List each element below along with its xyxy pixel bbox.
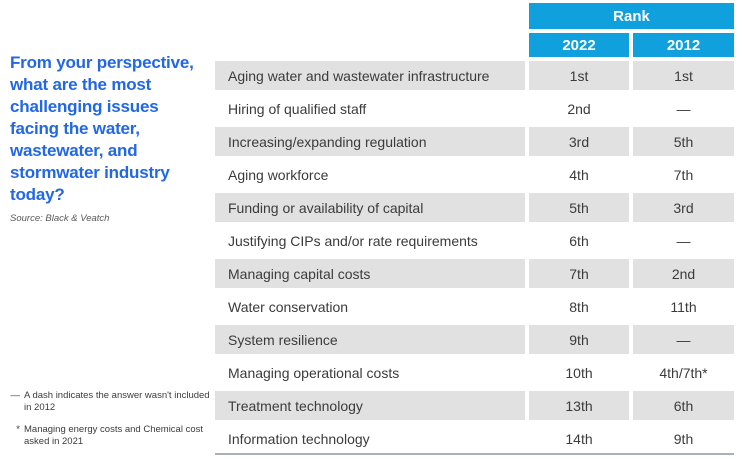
header-spacer	[215, 3, 525, 29]
rank-2012-cell: —	[633, 94, 734, 123]
issue-cell: Managing capital costs	[215, 259, 525, 288]
rank-2022-cell: 6th	[529, 226, 629, 255]
rank-2012-cell: 1st	[633, 61, 734, 90]
rank-2022-cell: 4th	[529, 160, 629, 189]
footnote-item: — A dash indicates the answer wasn't inc…	[8, 390, 214, 414]
rank-2012-cell: 5th	[633, 127, 734, 156]
page-title: From your perspective, what are the most…	[10, 53, 194, 204]
rank-2022-cell: 5th	[529, 193, 629, 222]
rank-2012-cell: 9th	[633, 424, 734, 453]
rank-group-header: Rank	[529, 3, 734, 29]
ranking-table: Rank 2022 2012 Aging water and wastewate…	[215, 3, 734, 453]
rank-2022-cell: 2nd	[529, 94, 629, 123]
issue-cell: Information technology	[215, 424, 525, 453]
table-bottom-border	[215, 453, 734, 455]
issue-cell: Managing operational costs	[215, 358, 525, 387]
header-spacer	[215, 33, 525, 57]
column-header-2012: 2012	[633, 33, 734, 57]
issue-cell: Treatment technology	[215, 391, 525, 420]
footnote-text: A dash indicates the answer wasn't inclu…	[24, 390, 210, 413]
rank-2022-cell: 1st	[529, 61, 629, 90]
issue-cell: Aging workforce	[215, 160, 525, 189]
rank-2022-cell: 14th	[529, 424, 629, 453]
rank-2012-cell: 2nd	[633, 259, 734, 288]
rank-2012-cell: 3rd	[633, 193, 734, 222]
footnote-item: * Managing energy costs and Chemical cos…	[8, 424, 214, 448]
rank-2012-cell: 7th	[633, 160, 734, 189]
issue-cell: Justifying CIPs and/or rate requirements	[215, 226, 525, 255]
rank-2012-cell: 6th	[633, 391, 734, 420]
issue-cell: Increasing/expanding regulation	[215, 127, 525, 156]
rank-2012-cell: —	[633, 325, 734, 354]
column-header-2022: 2022	[529, 33, 629, 57]
footnote-marker: *	[16, 424, 20, 435]
rank-2012-cell: —	[633, 226, 734, 255]
footnote-marker: —	[10, 390, 21, 401]
rank-2012-cell: 11th	[633, 292, 734, 321]
rank-2022-cell: 3rd	[529, 127, 629, 156]
ranking-table-wrap: Rank 2022 2012 Aging water and wastewate…	[215, 3, 734, 455]
rank-2022-cell: 13th	[529, 391, 629, 420]
footnote-text: Managing energy costs and Chemical cost …	[24, 424, 204, 447]
issue-cell: Aging water and wastewater infrastructur…	[215, 61, 525, 90]
rank-2022-cell: 8th	[529, 292, 629, 321]
rank-2022-cell: 7th	[529, 259, 629, 288]
issue-cell: System resilience	[215, 325, 525, 354]
rank-2012-cell: 4th/7th*	[633, 358, 734, 387]
footnotes: — A dash indicates the answer wasn't inc…	[8, 390, 214, 458]
sidebar: From your perspective, what are the most…	[10, 52, 210, 224]
issue-cell: Hiring of qualified staff	[215, 94, 525, 123]
issue-cell: Funding or availability of capital	[215, 193, 525, 222]
rank-2022-cell: 10th	[529, 358, 629, 387]
rank-2022-cell: 9th	[529, 325, 629, 354]
issue-cell: Water conservation	[215, 292, 525, 321]
source-attribution: Source: Black & Veatch	[10, 213, 110, 224]
